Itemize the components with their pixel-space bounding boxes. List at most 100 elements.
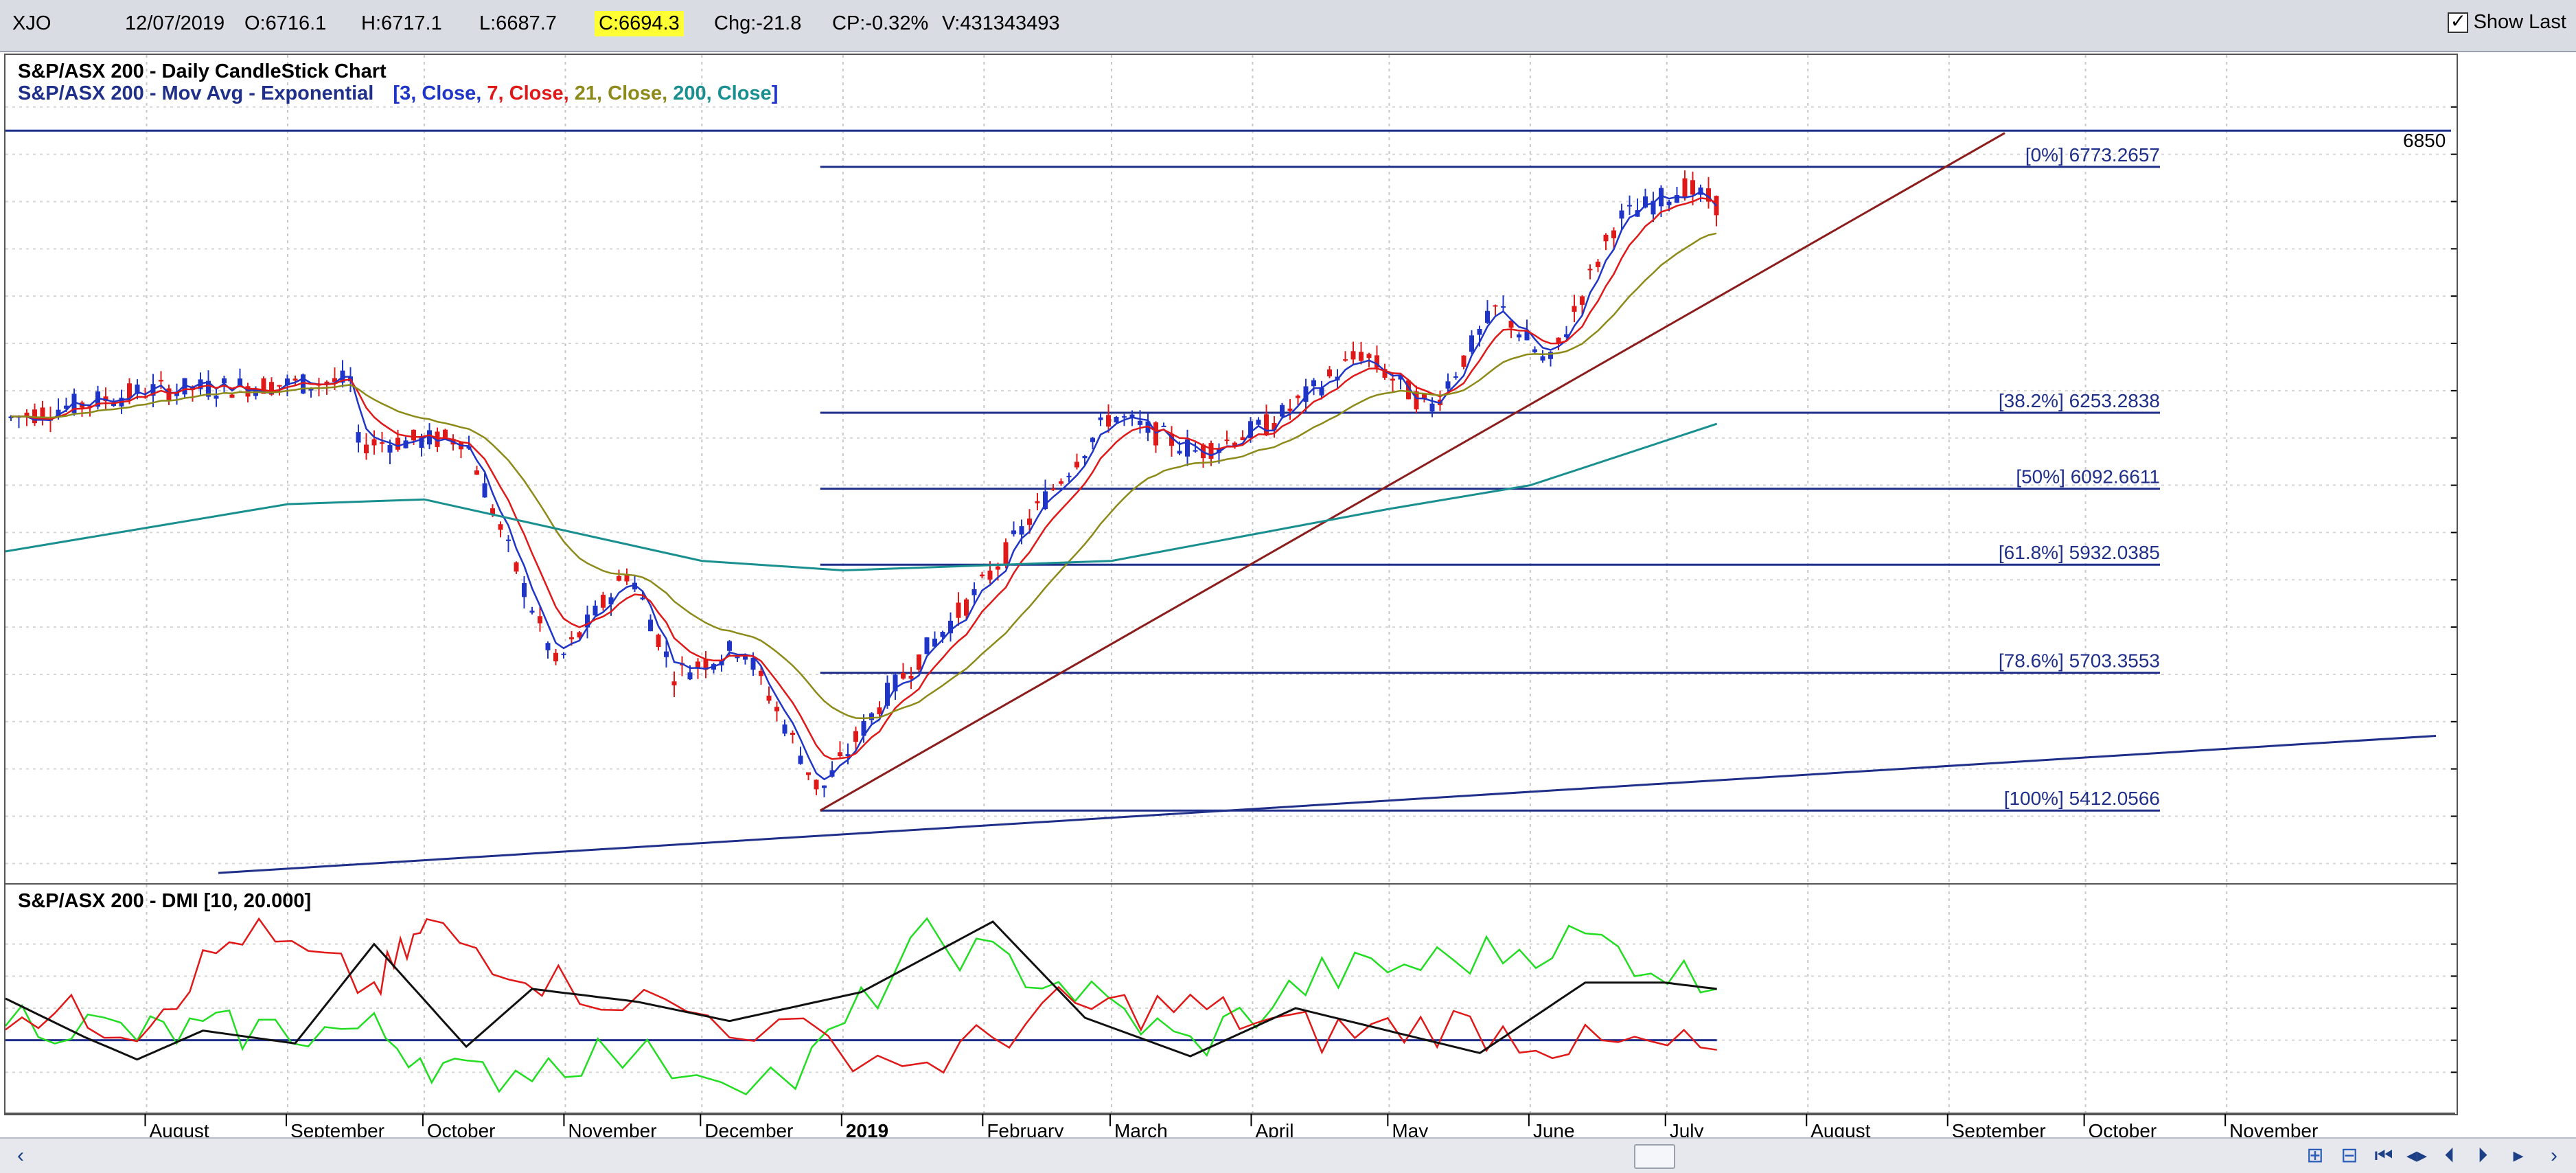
candle-body xyxy=(1327,369,1332,377)
ema-200-line xyxy=(5,422,1718,572)
candle-body xyxy=(593,605,598,616)
candle-body xyxy=(624,573,630,582)
candle-body xyxy=(1406,380,1411,400)
ma-param-200: 200, Close xyxy=(673,82,772,104)
symbol-label: XJO xyxy=(12,12,51,34)
volume-value: V:431343493 xyxy=(942,12,1060,34)
scrollbar-thumb[interactable] xyxy=(1634,1144,1675,1169)
candle-body xyxy=(498,524,503,530)
candle-body xyxy=(1106,415,1111,427)
candle-body xyxy=(1153,422,1158,446)
candle-body xyxy=(514,562,519,572)
candle-body xyxy=(1193,450,1198,452)
candle-body xyxy=(174,391,179,396)
candle-body xyxy=(1272,422,1277,431)
candle-body xyxy=(301,374,306,394)
show-last-toggle[interactable]: Show Last xyxy=(2447,10,2566,34)
long-trend-line xyxy=(218,734,2437,874)
candle-body xyxy=(932,638,937,647)
zoom-in-icon[interactable]: ⊞ xyxy=(2306,1144,2324,1167)
scroll-right-icon[interactable]: ▸ xyxy=(2513,1144,2524,1167)
candle-body xyxy=(1366,354,1372,358)
candle-body xyxy=(1217,448,1221,453)
ma-param-3: [3, Close, xyxy=(393,82,487,104)
dmi-chart-title: S&P/ASX 200 - DMI [10, 20.000] xyxy=(18,890,312,912)
price-chart-title: S&P/ASX 200 - Daily CandleStick Chart xyxy=(18,60,387,82)
fib-level-label: [100%] 5412.0566 xyxy=(2004,788,2160,809)
candle-body xyxy=(814,779,819,790)
candle-body xyxy=(782,724,787,734)
candle-body xyxy=(735,657,740,659)
candle-body xyxy=(1003,542,1009,565)
show-last-label: Show Last xyxy=(2473,11,2566,33)
candle-body xyxy=(1453,376,1458,378)
candle-body xyxy=(774,707,779,711)
candle-body xyxy=(924,637,930,654)
ma-param-close-bracket: ] xyxy=(771,82,779,104)
minus-di-line xyxy=(5,917,1717,1074)
ema-21-line xyxy=(10,232,1717,720)
candle-body xyxy=(1690,180,1695,195)
candle-body xyxy=(238,378,242,386)
candle-body xyxy=(1666,201,1672,205)
candle-body xyxy=(40,407,45,420)
candle-body xyxy=(1359,352,1364,361)
candle-body xyxy=(419,436,424,448)
quote-toolbar: XJO 12/07/2019 O:6716.1 H:6717.1 L:6687.… xyxy=(0,0,2576,52)
candle-body xyxy=(727,641,732,651)
candle-body xyxy=(1382,369,1388,378)
candle-body xyxy=(403,440,409,448)
candle-body xyxy=(664,651,669,657)
scroll-right-button[interactable]: › xyxy=(2551,1144,2557,1167)
candle-body xyxy=(1517,334,1521,338)
fib-level-label: [38.2%] 6253.2838 xyxy=(1999,390,2160,411)
zoom-out-icon[interactable]: ⊟ xyxy=(2341,1144,2358,1167)
candle-body xyxy=(1098,417,1103,420)
dmi-chart-pane[interactable]: 5040302010 S&P/ASX 200 - DMI [10, 20.000… xyxy=(4,883,2458,1115)
scroll-left-icon[interactable]: ◂▸ xyxy=(2406,1144,2428,1167)
candle-body xyxy=(324,381,330,385)
candle-body xyxy=(1706,188,1711,202)
candle-body xyxy=(703,659,709,670)
scroll-left-button[interactable]: ‹ xyxy=(17,1144,24,1167)
horizontal-scrollbar[interactable]: ‹ ⊞ ⊟ ⏮ ◂▸ ⏴ ⏵ ▸ › xyxy=(0,1137,2576,1173)
candle-body xyxy=(261,378,266,394)
candle-body xyxy=(743,654,748,660)
candle-body xyxy=(332,378,337,383)
candle-body xyxy=(474,470,479,475)
candle-body xyxy=(1343,359,1348,361)
candle-body xyxy=(1596,262,1600,267)
candle-body xyxy=(766,695,772,701)
candle-body xyxy=(395,437,400,450)
step-forward-icon[interactable]: ⏵ xyxy=(2477,1144,2488,1167)
candle-body xyxy=(277,385,282,387)
candle-body xyxy=(1319,387,1324,396)
scroll-start-icon[interactable]: ⏮ xyxy=(2374,1144,2393,1167)
adx-line xyxy=(5,920,1717,1061)
candle-body xyxy=(1493,305,1498,307)
candle-body xyxy=(656,635,661,647)
candle-body xyxy=(798,755,803,764)
candle-body xyxy=(869,713,874,720)
candle-body xyxy=(640,597,645,600)
candle-body xyxy=(1138,420,1142,425)
candle-body xyxy=(608,597,614,604)
candle-body xyxy=(853,731,858,742)
step-back-icon[interactable]: ⏴ xyxy=(2444,1144,2455,1167)
candle-body xyxy=(1627,205,1632,207)
fib-level-label: [78.6%] 5703.3553 xyxy=(1999,650,2160,672)
candle-body xyxy=(1074,462,1079,468)
candle-body xyxy=(1350,351,1356,360)
candle-body xyxy=(987,570,993,580)
uptrend-line xyxy=(819,132,2005,812)
change-value: Chg:-21.8 xyxy=(714,12,802,34)
candle-body xyxy=(1485,310,1490,323)
show-last-checkbox[interactable] xyxy=(2447,10,2468,33)
candle-body xyxy=(671,681,677,685)
candle-body xyxy=(8,416,14,418)
price-chart-pane[interactable]: 6900.0006800.0006700.0006600.0006500.000… xyxy=(4,54,2458,885)
candle-body xyxy=(522,583,527,597)
candle-body xyxy=(1414,391,1419,410)
candle-body xyxy=(1248,421,1253,438)
close-value: C:6694.3 xyxy=(595,11,684,36)
